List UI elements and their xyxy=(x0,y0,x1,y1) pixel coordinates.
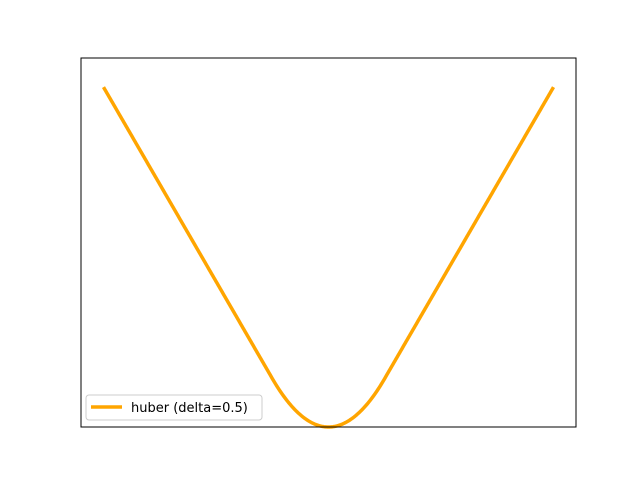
legend-box xyxy=(85,394,263,421)
axes-frame xyxy=(80,57,577,428)
legend: huber (delta=0.5) xyxy=(85,394,263,421)
legend-label: huber (delta=0.5) xyxy=(131,401,248,416)
